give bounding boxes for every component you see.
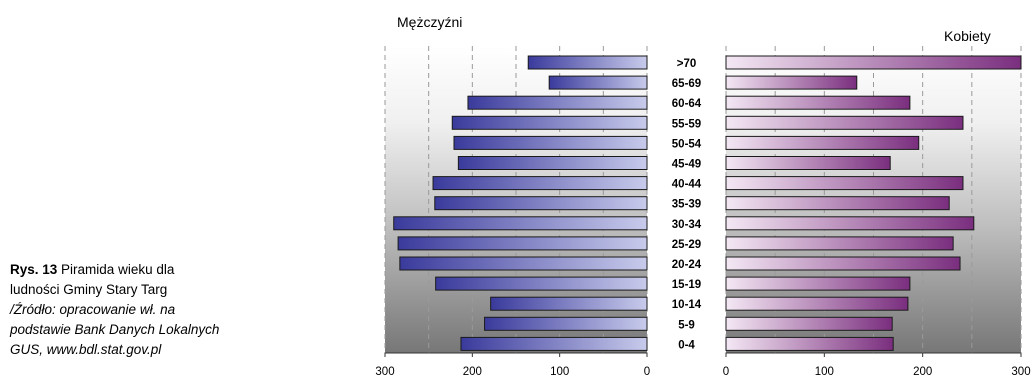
male-bar	[393, 216, 648, 231]
age-group-label: 55-59	[672, 118, 701, 130]
age-group-label: 25-29	[672, 239, 701, 251]
age-group-label: 20-24	[672, 259, 702, 271]
female-bar	[725, 196, 950, 211]
age-group-label: 50-54	[672, 138, 702, 150]
caption-source-3: GUS, www.bdl.stat.gov.pl	[10, 342, 162, 357]
caption-title-line: Rys. 13 Piramida wieku dla	[10, 260, 310, 280]
male-bar	[484, 316, 648, 331]
caption-line2: ludności Gminy Stary Targ	[10, 282, 168, 297]
male-axis-tick-label: 0	[644, 366, 650, 378]
age-group-label: 45-49	[672, 159, 701, 171]
male-bar	[527, 55, 648, 70]
female-axis-tick-label: 100	[815, 366, 834, 378]
female-bar	[725, 296, 909, 311]
male-bar	[548, 75, 648, 90]
male-axis-tick-label: 200	[463, 366, 482, 378]
female-bar	[725, 316, 893, 331]
female-axis-tick-label: 300	[1011, 366, 1030, 378]
male-bar	[434, 196, 648, 211]
female-bar	[725, 75, 858, 90]
male-bar	[453, 135, 648, 150]
male-axis-tick-label: 100	[550, 366, 569, 378]
female-axis-tick-label: 200	[913, 366, 932, 378]
age-group-label: 30-34	[672, 219, 702, 231]
female-bar	[725, 276, 911, 291]
male-bar	[490, 296, 648, 311]
caption-label: Rys. 13	[10, 262, 58, 277]
female-bar	[725, 216, 975, 231]
female-bar	[725, 156, 891, 170]
female-bar	[725, 256, 961, 271]
male-bar	[451, 115, 648, 130]
age-group-label: 40-44	[672, 179, 702, 191]
female-bar	[725, 115, 964, 130]
female-series-title: Kobiety	[944, 28, 991, 44]
male-bar	[432, 176, 648, 191]
male-bar	[460, 336, 648, 351]
male-bar	[435, 276, 648, 291]
male-bar	[399, 256, 648, 271]
female-bar	[725, 55, 1022, 70]
age-group-label: 5-9	[678, 319, 695, 331]
age-group-label: 35-39	[672, 199, 701, 211]
age-group-label: 15-19	[672, 279, 701, 291]
female-bar	[725, 176, 964, 191]
age-group-label: >70	[677, 58, 697, 70]
female-bar	[725, 336, 894, 351]
caption-source-2: podstawie Bank Danych Lokalnych	[10, 322, 220, 337]
male-bar	[457, 156, 648, 170]
figure-caption: Rys. 13 Piramida wieku dla ludności Gmin…	[10, 260, 310, 360]
caption-source-1: /Źródło: opracowanie wł. na	[10, 302, 176, 317]
male-series-title: Mężczyźni	[397, 14, 462, 30]
age-group-label: 10-14	[672, 299, 702, 311]
male-axis-tick-label: 300	[375, 366, 394, 378]
age-group-label: 60-64	[672, 98, 702, 110]
female-bar	[725, 95, 911, 110]
female-bar	[725, 236, 954, 251]
age-group-label: 0-4	[678, 339, 695, 351]
female-axis-tick-label: 0	[723, 366, 729, 378]
caption-line1: Piramida wieku dla	[57, 262, 175, 277]
age-group-label: 65-69	[672, 78, 701, 90]
male-bar	[467, 95, 648, 110]
female-bar	[725, 135, 920, 150]
male-bar	[397, 236, 648, 251]
